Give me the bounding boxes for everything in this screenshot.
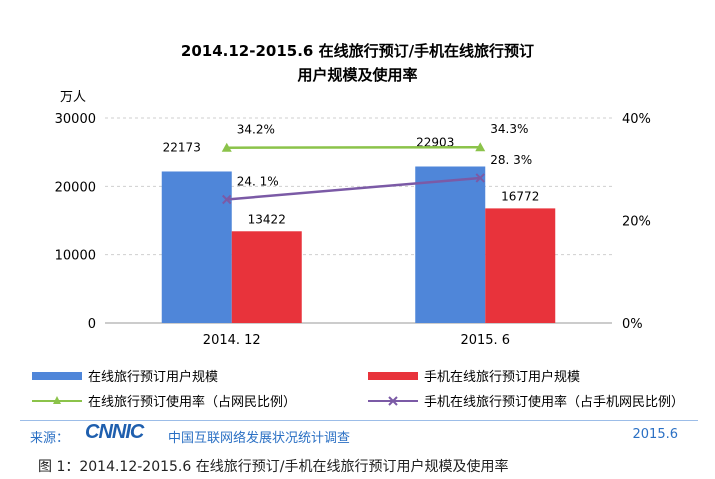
legend-label: 在线旅行预订用户规模 xyxy=(88,370,219,385)
bar xyxy=(485,208,556,323)
legend-line-x-icon xyxy=(368,395,418,406)
point-marker xyxy=(475,173,485,183)
bar xyxy=(231,231,302,323)
point-marker xyxy=(222,194,232,205)
legend-label: 手机在线旅行预订使用率（占手机网民比例） xyxy=(424,395,685,410)
legend-item-mobile-users: 手机在线旅行预订用户规模 xyxy=(368,366,580,385)
bar-data-label: 16772 xyxy=(501,189,539,203)
y-tick-label: 30000 xyxy=(55,112,96,127)
legend-item-mobile-rate: 手机在线旅行预订使用率（占手机网民比例） xyxy=(368,391,684,410)
bar xyxy=(415,166,486,323)
point-marker xyxy=(475,142,486,152)
legend-line-triangle-icon xyxy=(32,395,82,404)
line-data-label: 34.2% xyxy=(237,123,275,137)
y-tick-label: 20000 xyxy=(55,180,96,195)
legend-swatch-red xyxy=(368,371,418,380)
bar-data-label: 13422 xyxy=(248,212,286,226)
figure-caption: 图 1：2014.12-2015.6 在线旅行预订/手机在线旅行预订用户规模及使… xyxy=(38,459,509,475)
bar-data-label: 22173 xyxy=(163,140,201,154)
legend-label: 手机在线旅行预订用户规模 xyxy=(424,370,581,385)
line-data-label: 24. 1% xyxy=(237,174,279,188)
legend-item-online-rate: 在线旅行预订使用率（占网民比例） xyxy=(32,391,296,410)
point-marker xyxy=(221,142,232,152)
bar-data-label: 22903 xyxy=(416,135,454,149)
x-tick-label: 2014. 12 xyxy=(203,333,261,348)
y-tick-label: 10000 xyxy=(55,249,96,264)
org-name: 中国互联网络发展状况统计调查 xyxy=(168,431,351,446)
line-data-label: 34.3% xyxy=(490,122,528,136)
legend-swatch-blue xyxy=(32,371,82,380)
legend-item-online-users: 在线旅行预订用户规模 xyxy=(32,366,218,385)
y2-tick-label: 0% xyxy=(622,317,643,332)
y-tick-label: 0 xyxy=(88,317,96,332)
legend-label: 在线旅行预订使用率（占网民比例） xyxy=(88,395,297,410)
x-tick-label: 2015. 6 xyxy=(460,333,510,348)
series-line xyxy=(226,145,481,149)
series-line xyxy=(226,176,481,201)
source-footer: 来源： 中国互联网络发展状况统计调查 2015.6 xyxy=(20,420,698,446)
line-data-label: 28. 3% xyxy=(490,153,532,167)
y-unit-label: 万人 xyxy=(60,90,86,105)
source-label: 来源： xyxy=(30,431,70,446)
y2-tick-label: 40% xyxy=(622,112,651,127)
bar xyxy=(161,171,232,323)
source-date: 2015.6 xyxy=(632,427,679,442)
cnnic-logo: CNNIC xyxy=(85,421,144,443)
y2-tick-label: 20% xyxy=(622,215,651,230)
page-title-2: 用户规模及使用率 xyxy=(297,66,418,84)
page-title-1: 2014.12-2015.6 在线旅行预订/手机在线旅行预订 xyxy=(180,42,535,60)
